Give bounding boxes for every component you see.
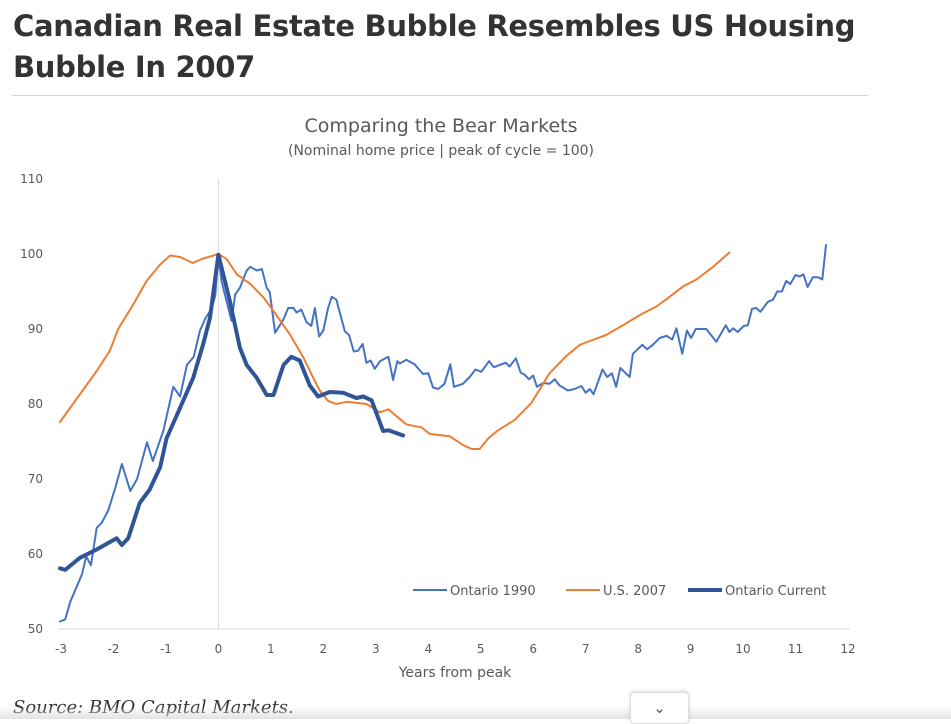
y-tick-label: 100	[20, 247, 43, 261]
x-tick-label: 2	[320, 642, 328, 656]
x-tick-label: -1	[160, 642, 172, 656]
headline-divider	[12, 95, 868, 96]
y-tick-label: 60	[28, 547, 43, 561]
x-tick-label: 9	[687, 642, 695, 656]
y-tick-label: 80	[28, 397, 43, 411]
x-tick-label: 0	[215, 642, 223, 656]
x-tick-label: -3	[55, 642, 67, 656]
x-tick-label: 10	[735, 642, 750, 656]
y-tick-label: 90	[28, 322, 43, 336]
x-tick-label: 3	[372, 642, 380, 656]
x-tick-label: 12	[840, 642, 855, 656]
x-tick-label: 6	[529, 642, 537, 656]
series-line-ontario-1990	[59, 244, 827, 623]
series-line-ontario-current	[58, 252, 406, 572]
x-tick-label: 5	[477, 642, 485, 656]
article-headline: Canadian Real Estate Bubble Resembles US…	[13, 9, 856, 84]
x-tick-label: -2	[107, 642, 119, 656]
x-tick-label: 4	[424, 642, 432, 656]
chevron-down-icon: ⌄	[653, 700, 666, 717]
expand-button[interactable]: ⌄	[630, 692, 689, 724]
x-tick-label: 8	[634, 642, 642, 656]
legend-label: U.S. 2007	[603, 584, 666, 599]
x-tick-label: 1	[267, 642, 275, 656]
bottom-fade	[0, 706, 951, 719]
legend-label: Ontario Current	[725, 584, 826, 599]
y-tick-label: 110	[20, 172, 43, 186]
chart-subtitle: (Nominal home price | peak of cycle = 10…	[288, 143, 594, 159]
y-tick-label: 50	[28, 622, 43, 636]
x-tick-label: 11	[788, 642, 803, 656]
chart-title: Comparing the Bear Markets	[305, 115, 578, 137]
series-lines	[58, 244, 827, 623]
y-tick-label: 70	[28, 472, 43, 486]
x-axis-label: Years from peak	[398, 665, 512, 681]
series-line-u-s-2007	[59, 251, 731, 450]
x-tick-label: 7	[582, 642, 590, 656]
legend-label: Ontario 1990	[450, 584, 536, 599]
legend: Ontario 1990 U.S. 2007 Ontario Current	[413, 584, 826, 599]
